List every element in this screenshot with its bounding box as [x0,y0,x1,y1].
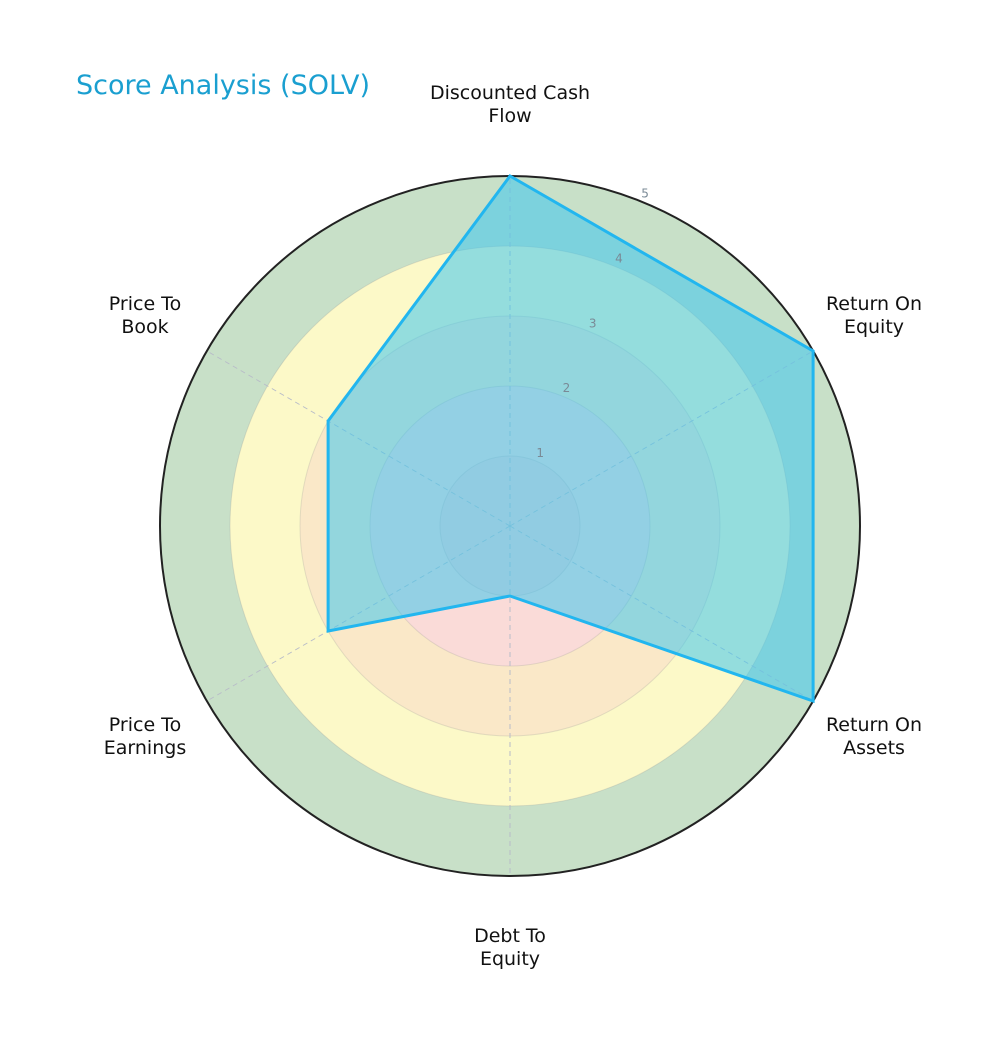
radial-tick-3: 3 [589,316,597,330]
axis-label-debt-to-equity: Debt To Equity [474,925,546,970]
axis-label-roa: Return On Assets [826,714,922,759]
data-polygon [326,174,815,704]
radial-tick-labels: 1 2 3 4 5 [536,187,649,461]
radial-tick-4: 4 [615,251,623,265]
radial-tick-2: 2 [563,381,571,395]
axis-label-roe: Return On Equity [826,293,922,338]
chart-title: Score Analysis (SOLV) [76,70,371,101]
axis-label-price-to-earnings: Price To Earnings [104,714,186,759]
axis-label-dcf: Discounted Cash Flow [430,82,590,127]
radial-tick-1: 1 [536,446,544,460]
axis-label-price-to-book: Price To Book [109,293,181,338]
radial-tick-5: 5 [641,187,649,201]
